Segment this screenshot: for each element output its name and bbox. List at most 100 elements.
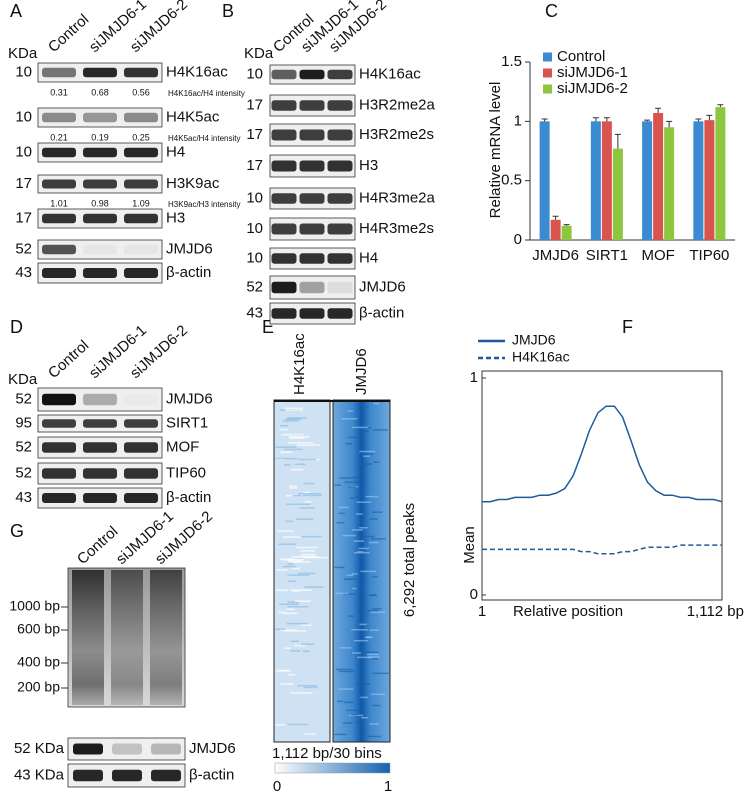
heatmap-texture bbox=[355, 721, 362, 724]
band bbox=[42, 493, 76, 503]
kda-label: 10 bbox=[246, 65, 263, 82]
heatmap-texture bbox=[357, 656, 373, 659]
heatmap-texture bbox=[370, 611, 386, 614]
heatmap-texture bbox=[370, 538, 386, 540]
band bbox=[83, 244, 117, 255]
kda-label: 17 bbox=[246, 157, 263, 174]
band bbox=[112, 743, 142, 755]
band bbox=[83, 493, 117, 503]
band bbox=[83, 419, 117, 428]
heatmap-texture bbox=[345, 443, 353, 445]
heatmap-texture bbox=[288, 442, 314, 444]
band bbox=[42, 268, 76, 278]
heatmap-texture bbox=[283, 448, 303, 451]
heatmap-texture bbox=[351, 587, 357, 590]
legend-swatch bbox=[543, 84, 552, 94]
protein-label: SIRT1 bbox=[166, 414, 208, 431]
heatmap-texture bbox=[343, 593, 356, 595]
error-bar bbox=[655, 107, 662, 114]
heatmap-texture bbox=[347, 574, 354, 577]
error-bar bbox=[603, 117, 610, 122]
protein-label: β-actin bbox=[189, 766, 234, 783]
error-bar bbox=[695, 118, 702, 122]
y-tick-label: 0 bbox=[470, 586, 478, 603]
bar bbox=[550, 219, 561, 240]
band bbox=[124, 468, 158, 479]
heatmap-texture bbox=[359, 623, 367, 626]
heatmap-texture bbox=[355, 513, 363, 515]
quant-label: H4K16ac/H4 intensity bbox=[168, 89, 245, 98]
heatmap-texture bbox=[280, 451, 292, 453]
quant-value: 0.98 bbox=[91, 198, 109, 208]
heatmap-texture bbox=[337, 700, 344, 703]
protein-label: H3K9ac bbox=[166, 175, 220, 192]
blot-strip bbox=[37, 107, 163, 128]
protein-label: H4K5ac bbox=[166, 108, 220, 125]
heatmap-texture bbox=[301, 643, 315, 645]
heatmap-texture bbox=[361, 716, 369, 719]
bar bbox=[612, 148, 623, 240]
heatmap-texture bbox=[277, 611, 286, 614]
heatmap-texture bbox=[356, 463, 372, 465]
heatmap-texture bbox=[304, 501, 312, 503]
heatmap-texture bbox=[349, 497, 355, 499]
heatmap-texture bbox=[279, 424, 288, 427]
gel-lane bbox=[72, 570, 104, 705]
heatmap-texture bbox=[334, 733, 347, 736]
y-axis-label: Relative mRNA level bbox=[487, 82, 504, 219]
heatmap-texture bbox=[369, 723, 380, 725]
heatmap-texture bbox=[282, 565, 297, 568]
marker-label: 1000 bp bbox=[9, 598, 60, 614]
protein-label: TIP60 bbox=[166, 464, 206, 481]
heatmap-texture bbox=[294, 644, 306, 647]
heatmap-texture bbox=[339, 670, 355, 673]
heatmap-texture bbox=[300, 553, 316, 556]
y-tick-label: 0 bbox=[514, 231, 522, 248]
bar bbox=[653, 113, 664, 240]
x-tick-label: 1,112 bp bbox=[687, 603, 744, 620]
heatmap-texture bbox=[302, 650, 310, 652]
panel-label: F bbox=[622, 317, 633, 337]
heatmap-texture bbox=[303, 482, 315, 485]
heatmap-texture bbox=[292, 590, 301, 592]
heatmap-texture bbox=[335, 668, 353, 671]
quant-value: 0.21 bbox=[50, 132, 68, 142]
kda-label: 10 bbox=[246, 189, 263, 206]
kda-label: 52 KDa bbox=[14, 740, 65, 757]
quant-label: H4K5ac/H4 intensity bbox=[168, 134, 240, 143]
legend-swatch bbox=[543, 68, 552, 78]
error-bar bbox=[614, 133, 621, 149]
heatmap-texture bbox=[362, 405, 369, 408]
band bbox=[271, 223, 297, 235]
lane-label: Control bbox=[74, 523, 121, 568]
heatmap-texture bbox=[347, 410, 353, 412]
quant-value: 1.09 bbox=[132, 198, 150, 208]
band bbox=[124, 394, 158, 406]
band bbox=[151, 769, 181, 782]
heatmap-texture bbox=[304, 556, 328, 559]
heatmap-texture bbox=[363, 455, 370, 457]
heatmap-texture bbox=[276, 568, 289, 571]
heatmap-texture bbox=[351, 628, 368, 631]
heatmap-texture bbox=[351, 573, 358, 575]
colorbar-min: 0 bbox=[273, 778, 281, 795]
heatmap-texture bbox=[290, 469, 304, 471]
heatmap-texture bbox=[284, 647, 292, 649]
heatmap-texture bbox=[284, 407, 303, 410]
heatmap-texture bbox=[286, 608, 295, 610]
band bbox=[271, 308, 297, 319]
kda-label: 43 bbox=[15, 489, 32, 506]
heatmap-texture bbox=[283, 536, 301, 538]
heatmap-texture bbox=[285, 494, 298, 497]
heatmap-texture bbox=[338, 688, 354, 690]
protein-label: H4K16ac bbox=[166, 63, 228, 80]
heatmap-texture bbox=[285, 409, 303, 411]
quant-label: H3K9ac/H3 intensity bbox=[168, 200, 240, 209]
kda-label: 43 bbox=[246, 304, 263, 321]
protein-label: H4K16ac bbox=[359, 65, 421, 82]
heatmap-texture bbox=[287, 574, 310, 576]
heatmap-texture bbox=[334, 484, 342, 486]
heatmap-texture bbox=[287, 580, 297, 583]
bar bbox=[601, 121, 612, 240]
band bbox=[42, 213, 76, 224]
